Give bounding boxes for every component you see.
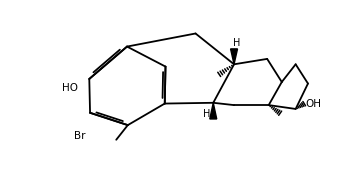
Text: H: H <box>233 38 240 48</box>
Text: HO: HO <box>62 83 77 93</box>
Text: Br: Br <box>74 131 86 141</box>
Polygon shape <box>210 103 217 119</box>
Text: H: H <box>203 109 211 119</box>
Polygon shape <box>230 49 237 64</box>
Text: OH: OH <box>306 99 322 109</box>
